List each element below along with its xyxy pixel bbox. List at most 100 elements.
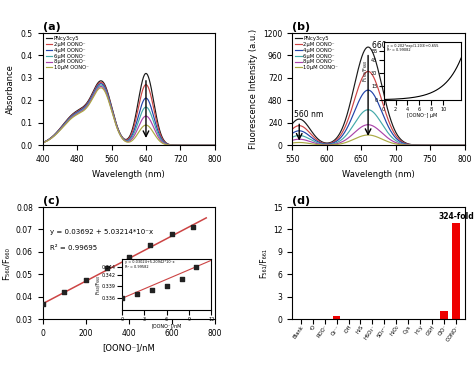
2μM OONO⁻: [212, 143, 218, 148]
Point: [39, 302, 46, 308]
Line: 2μM OONO⁻: 2μM OONO⁻: [292, 72, 465, 145]
2μM OONO⁻: [365, 69, 371, 74]
8μM OONO⁻: [365, 123, 371, 127]
Point: [82, 277, 90, 283]
Line: 6μM OONO⁻: 6μM OONO⁻: [43, 85, 215, 145]
Text: 660 nm: 660 nm: [372, 41, 401, 50]
PNcy3cy5: [462, 143, 467, 148]
8μM OONO⁻: [116, 130, 121, 134]
Y-axis label: Fluorescence Intensity (a.u.): Fluorescence Intensity (a.u.): [249, 29, 258, 149]
2μM OONO⁻: [116, 128, 121, 133]
10μM OONO⁻: [365, 133, 371, 137]
Point: [103, 265, 111, 271]
2μM OONO⁻: [158, 134, 164, 138]
2μM OONO⁻: [57, 126, 63, 131]
10μM OONO⁻: [408, 143, 414, 148]
6μM OONO⁻: [174, 143, 180, 148]
8μM OONO⁻: [290, 138, 295, 142]
4μM OONO⁻: [109, 109, 115, 114]
Line: PNcy3cy5: PNcy3cy5: [43, 73, 215, 145]
Point: [146, 242, 154, 248]
2μM OONO⁻: [40, 141, 46, 145]
Text: (d): (d): [292, 196, 310, 206]
10μM OONO⁻: [365, 133, 371, 137]
Text: 560 nm: 560 nm: [294, 110, 323, 119]
PNcy3cy5: [424, 143, 429, 148]
Line: 8μM OONO⁻: 8μM OONO⁻: [292, 125, 465, 145]
Point: [125, 254, 133, 260]
10μM OONO⁻: [290, 141, 295, 145]
10μM OONO⁻: [212, 143, 218, 148]
Legend: PNcy3cy5, 2μM OONO⁻, 4μM OONO⁻, 6μM OONO⁻, 8μM OONO⁻, 10μM OONO⁻: PNcy3cy5, 2μM OONO⁻, 4μM OONO⁻, 6μM OONO…: [293, 34, 340, 72]
Point: [168, 230, 175, 236]
6μM OONO⁻: [158, 137, 164, 142]
8μM OONO⁻: [174, 143, 180, 148]
Y-axis label: F₅₆₀/F₆₆₀: F₅₆₀/F₆₆₀: [1, 247, 10, 280]
10μM OONO⁻: [177, 143, 183, 148]
6μM OONO⁻: [177, 143, 183, 148]
Y-axis label: F₅₆₁/F₆₆₁: F₅₆₁/F₆₆₁: [258, 248, 267, 278]
2μM OONO⁻: [177, 143, 183, 148]
4μM OONO⁻: [174, 143, 180, 148]
8μM OONO⁻: [307, 139, 313, 144]
4μM OONO⁻: [98, 81, 104, 86]
PNcy3cy5: [365, 45, 371, 49]
6μM OONO⁻: [98, 83, 104, 87]
4μM OONO⁻: [57, 127, 63, 131]
2μM OONO⁻: [98, 80, 104, 84]
X-axis label: [OONO⁻]/nM: [OONO⁻]/nM: [102, 344, 155, 353]
X-axis label: Wavelength (nm): Wavelength (nm): [92, 170, 165, 179]
6μM OONO⁻: [307, 137, 313, 141]
4μM OONO⁻: [307, 134, 313, 138]
4μM OONO⁻: [158, 136, 164, 141]
6μM OONO⁻: [365, 108, 371, 112]
4μM OONO⁻: [177, 143, 183, 148]
10μM OONO⁻: [158, 140, 164, 145]
2μM OONO⁻: [109, 109, 115, 113]
Text: 324-fold: 324-fold: [438, 212, 474, 221]
8μM OONO⁻: [98, 84, 104, 89]
Y-axis label: Absorbance: Absorbance: [6, 64, 15, 114]
Point: [60, 290, 68, 295]
Line: 10μM OONO⁻: 10μM OONO⁻: [43, 88, 215, 145]
8μM OONO⁻: [177, 143, 183, 148]
PNcy3cy5: [109, 107, 115, 112]
Text: (a): (a): [43, 22, 60, 32]
10μM OONO⁻: [57, 128, 63, 132]
6μM OONO⁻: [109, 110, 115, 115]
4μM OONO⁻: [359, 93, 365, 98]
10μM OONO⁻: [174, 143, 180, 148]
6μM OONO⁻: [427, 143, 433, 148]
8μM OONO⁻: [365, 123, 371, 127]
10μM OONO⁻: [424, 143, 429, 148]
4μM OONO⁻: [116, 129, 121, 133]
2μM OONO⁻: [462, 143, 467, 148]
10μM OONO⁻: [427, 143, 433, 148]
PNcy3cy5: [40, 140, 46, 145]
4μM OONO⁻: [365, 88, 371, 92]
6μM OONO⁻: [116, 129, 121, 134]
Bar: [452, 224, 460, 319]
PNcy3cy5: [57, 126, 63, 130]
8μM OONO⁻: [57, 127, 63, 132]
Line: 6μM OONO⁻: 6μM OONO⁻: [292, 110, 465, 145]
4μM OONO⁻: [408, 143, 414, 147]
PNcy3cy5: [177, 143, 183, 148]
Point: [190, 224, 197, 230]
8μM OONO⁻: [40, 141, 46, 145]
Bar: [440, 312, 448, 319]
2μM OONO⁻: [307, 131, 313, 135]
6μM OONO⁻: [365, 108, 371, 112]
Text: (b): (b): [292, 22, 310, 32]
2μM OONO⁻: [174, 143, 180, 148]
10μM OONO⁻: [40, 141, 46, 145]
4μM OONO⁻: [424, 143, 429, 148]
4μM OONO⁻: [212, 143, 218, 148]
X-axis label: Wavelength (nm): Wavelength (nm): [342, 170, 415, 179]
8μM OONO⁻: [359, 124, 365, 129]
PNcy3cy5: [307, 127, 313, 131]
PNcy3cy5: [212, 143, 218, 148]
Line: 10μM OONO⁻: 10μM OONO⁻: [292, 135, 465, 145]
2μM OONO⁻: [408, 142, 414, 147]
4μM OONO⁻: [462, 143, 467, 148]
